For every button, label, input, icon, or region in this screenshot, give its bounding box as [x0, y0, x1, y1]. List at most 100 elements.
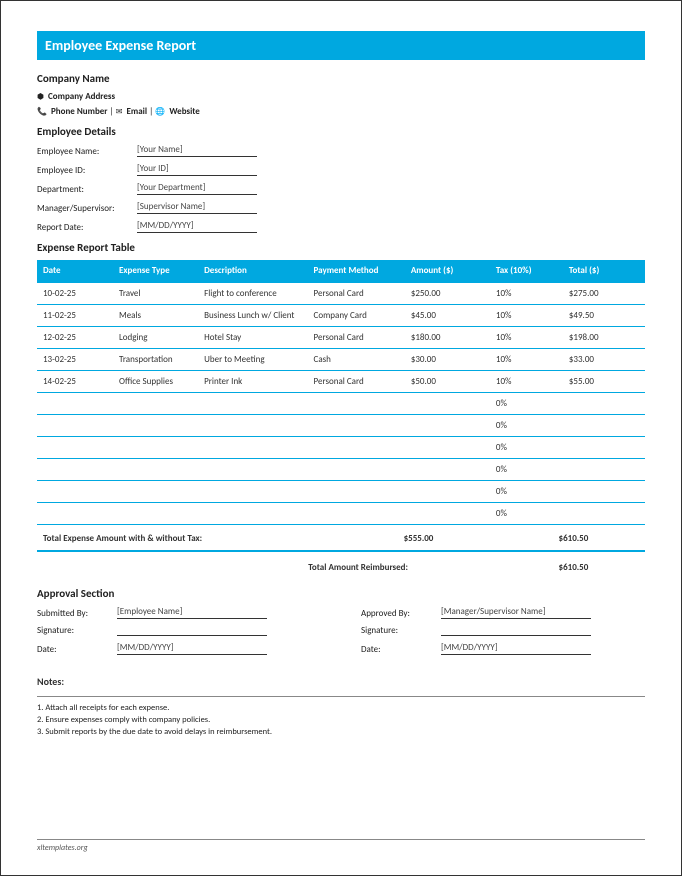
website-label: Website [169, 106, 200, 117]
field-value[interactable]: [MM/DD/YYYY] [117, 642, 267, 655]
table-body: 10-02-25TravelFlight to conferencePerson… [37, 282, 645, 525]
cell-tot [563, 415, 645, 437]
field-label: Date: [37, 644, 117, 655]
field-value[interactable]: [Manager/Supervisor Name] [441, 606, 591, 619]
field-value[interactable]: [Employee Name] [117, 606, 267, 619]
field-value[interactable]: [Your ID] [137, 163, 257, 176]
col-header-amt: Amount ($) [405, 260, 490, 282]
approval-left: Submitted By:[Employee Name]Signature:Da… [37, 606, 321, 661]
totals-amount: $555.00 [404, 533, 487, 544]
field-value[interactable] [117, 634, 267, 636]
field-label: Report Date: [37, 222, 137, 233]
cell-date: 12-02-25 [37, 327, 113, 349]
cell-date [37, 459, 113, 481]
cell-desc: Business Lunch w/ Client [198, 305, 307, 327]
cell-amt [405, 437, 490, 459]
cell-amt: $250.00 [405, 282, 490, 305]
field-value[interactable]: [MM/DD/YYYY] [137, 220, 257, 233]
table-row-empty: 0% [37, 503, 645, 525]
note-line: 3. Submit reports by the due date to avo… [37, 727, 645, 739]
cell-tax: 0% [490, 481, 563, 503]
table-row-empty: 0% [37, 393, 645, 415]
cell-date: 10-02-25 [37, 282, 113, 305]
cell-tax: 10% [490, 327, 563, 349]
cell-desc [198, 415, 307, 437]
cell-amt [405, 503, 490, 525]
cell-type: Transportation [113, 349, 198, 371]
phone-icon: 📞 [37, 107, 47, 117]
notes-underline [37, 696, 645, 697]
cell-tax: 10% [490, 371, 563, 393]
cell-tax: 10% [490, 305, 563, 327]
cell-tax: 0% [490, 503, 563, 525]
cell-date [37, 503, 113, 525]
cell-pay: Personal Card [308, 282, 405, 305]
cell-pay [308, 481, 405, 503]
field-label: Date: [361, 644, 441, 655]
email-label: Email [127, 106, 148, 117]
company-name-heading: Company Name [37, 72, 645, 85]
company-address-label: Company Address [48, 91, 115, 102]
cell-tax: 10% [490, 282, 563, 305]
cell-type: Lodging [113, 327, 198, 349]
field-row: Employee ID:[Your ID] [37, 163, 645, 176]
table-row-empty: 0% [37, 481, 645, 503]
cell-amt: $30.00 [405, 349, 490, 371]
cell-date: 14-02-25 [37, 371, 113, 393]
cell-type: Meals [113, 305, 198, 327]
reimbursed-row: Total Amount Reimbursed: $610.50 [37, 552, 645, 579]
cell-date [37, 415, 113, 437]
field-value[interactable]: [Your Department] [137, 182, 257, 195]
field-label: Submitted By: [37, 608, 117, 619]
note-line: 2. Ensure expenses comply with company p… [37, 715, 645, 727]
cell-tax: 10% [490, 349, 563, 371]
cell-tot [563, 503, 645, 525]
employee-details-heading: Employee Details [37, 125, 645, 138]
cell-desc: Uber to Meeting [198, 349, 307, 371]
email-icon: ✉ [116, 107, 123, 117]
report-title: Employee Expense Report [37, 31, 645, 60]
approval-section: Submitted By:[Employee Name] Signature: Da… [37, 606, 645, 661]
cell-date [37, 393, 113, 415]
cell-date [37, 481, 113, 503]
cell-type [113, 415, 198, 437]
table-row: 12-02-25LodgingHotel StayPersonal Card$1… [37, 327, 645, 349]
cell-tot: $55.00 [563, 371, 645, 393]
col-header-desc: Description [198, 260, 307, 282]
cell-tot [563, 459, 645, 481]
field-value[interactable]: [Supervisor Name] [137, 201, 257, 214]
reimbursed-label: Total Amount Reimbursed: [308, 562, 487, 573]
table-row: 10-02-25TravelFlight to conferencePerson… [37, 282, 645, 305]
cell-pay: Cash [308, 349, 405, 371]
cell-tot: $33.00 [563, 349, 645, 371]
field-row: Department:[Your Department] [37, 182, 645, 195]
expense-table: DateExpense TypeDescriptionPayment Metho… [37, 260, 645, 525]
cell-desc [198, 481, 307, 503]
table-row: 13-02-25TransportationUber to MeetingCas… [37, 349, 645, 371]
totals-label: Total Expense Amount with & without Tax: [43, 533, 404, 544]
cell-type [113, 503, 198, 525]
cell-desc [198, 503, 307, 525]
field-label: Approved By: [361, 608, 441, 619]
cell-date: 13-02-25 [37, 349, 113, 371]
cell-tot [563, 393, 645, 415]
col-header-pay: Payment Method [308, 260, 405, 282]
table-row: 11-02-25MealsBusiness Lunch w/ ClientCom… [37, 305, 645, 327]
col-header-date: Date [37, 260, 113, 282]
field-value[interactable]: [MM/DD/YYYY] [441, 642, 591, 655]
cell-pay: Personal Card [308, 371, 405, 393]
cell-type: Travel [113, 282, 198, 305]
cell-tot: $198.00 [563, 327, 645, 349]
totals-row: Total Expense Amount with & without Tax:… [37, 524, 645, 552]
cell-tot: $275.00 [563, 282, 645, 305]
phone-label: Phone Number [51, 106, 108, 117]
cell-amt: $45.00 [405, 305, 490, 327]
table-row: 14-02-25Office SuppliesPrinter InkPerson… [37, 371, 645, 393]
field-value[interactable]: [Your Name] [137, 144, 257, 157]
approval-left-row: Date:[MM/DD/YYYY] [37, 642, 321, 655]
field-value[interactable] [441, 634, 591, 636]
field-label: Signature: [361, 625, 441, 636]
cell-desc: Printer Ink [198, 371, 307, 393]
field-label: Manager/Supervisor: [37, 203, 137, 214]
cell-pay [308, 415, 405, 437]
